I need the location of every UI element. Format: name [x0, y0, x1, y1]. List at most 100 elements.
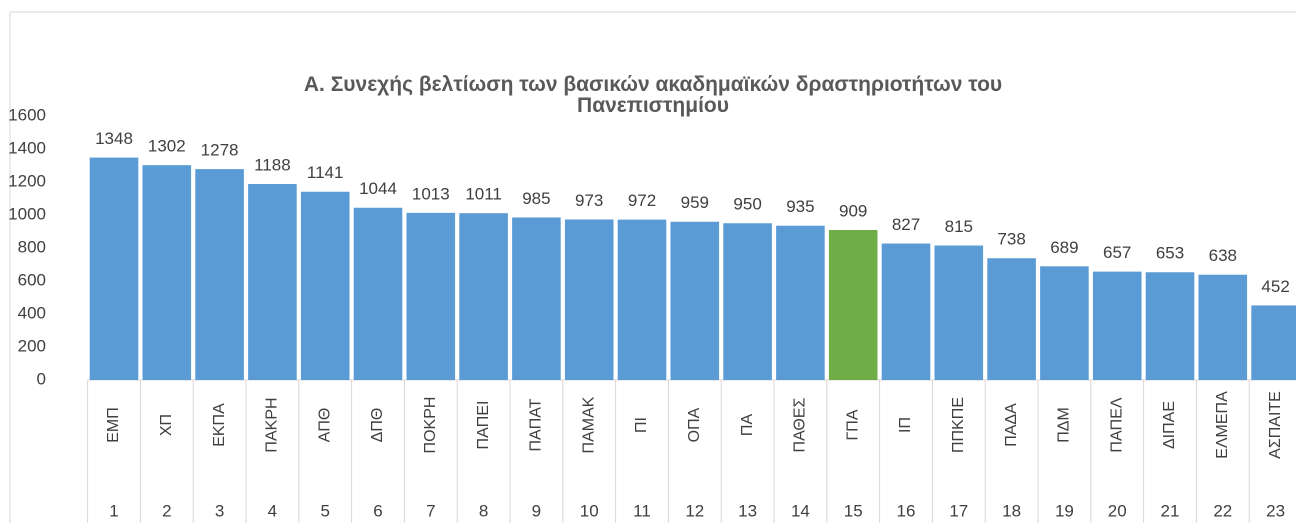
x-tick-number: 13	[738, 501, 757, 520]
x-tick-number: 23	[1266, 501, 1285, 520]
x-tick-label: ΠΑΠΕΛ	[1108, 397, 1125, 452]
data-label: 972	[628, 191, 656, 210]
x-tick-number: 3	[215, 501, 224, 520]
x-tick-number: 5	[320, 501, 329, 520]
y-tick-label: 1200	[8, 171, 46, 190]
x-tick-label: ΕΚΠΑ	[211, 403, 228, 447]
data-label: 689	[1050, 238, 1078, 257]
y-tick-label: 800	[18, 237, 46, 256]
x-tick-label: ΓΠΑ	[844, 409, 861, 440]
bar	[142, 165, 192, 380]
bar	[248, 183, 297, 380]
x-tick-label: ΠΑΘΕΣ	[792, 397, 809, 452]
bar	[723, 223, 772, 380]
x-tick-number: 21	[1161, 501, 1180, 520]
chart-title: Α. Συνεχής βελτίωση των βασικών ακαδημαϊ…	[304, 73, 1002, 117]
data-label: 657	[1103, 243, 1131, 262]
bar	[89, 157, 139, 380]
x-tick-number: 19	[1055, 501, 1074, 520]
x-tick-label: ΧΠ	[158, 414, 175, 436]
bar	[300, 191, 350, 380]
x-tick-label: ΠΑ	[739, 414, 756, 437]
bar	[934, 245, 984, 380]
data-label: 638	[1209, 246, 1237, 265]
x-tick-label: ΠΑΠΕΙ	[475, 401, 492, 450]
x-tick-label: ΠΟΚΡΗ	[422, 397, 439, 454]
data-label: 738	[997, 230, 1025, 249]
y-tick-label: 400	[18, 303, 46, 322]
x-tick-number: 17	[949, 501, 968, 520]
data-label: 985	[522, 189, 550, 208]
y-tick-label: 1000	[8, 204, 46, 223]
x-tick-number: 8	[479, 501, 488, 520]
data-label: 959	[681, 193, 709, 212]
bar	[459, 213, 508, 380]
x-tick-label: ΠΠΚΠΕ	[950, 397, 967, 453]
bar	[828, 230, 878, 380]
y-tick-label: 600	[18, 270, 46, 289]
bar	[1040, 266, 1089, 380]
x-tick-label: ΕΜΠ	[105, 407, 122, 443]
data-label: 1044	[359, 179, 397, 198]
y-tick-label: 1600	[8, 105, 46, 124]
x-tick-label: ΑΣΠΑΙΤΕ	[1267, 391, 1284, 459]
x-tick-label: ΕΛΜΕΠΑ	[1214, 391, 1231, 459]
bar	[353, 207, 403, 380]
y-tick-label: 0	[37, 369, 46, 388]
y-tick-label: 1400	[8, 138, 46, 157]
x-tick-number: 14	[791, 501, 810, 520]
bar	[617, 219, 667, 380]
x-tick-number: 15	[844, 501, 863, 520]
bar	[1198, 274, 1248, 380]
x-tick-label: ΠΔΜ	[1056, 407, 1073, 443]
bar	[776, 225, 825, 380]
data-label: 973	[575, 191, 603, 210]
bar	[406, 212, 456, 380]
x-tick-label: ΠΑΠΑΤ	[528, 398, 545, 451]
x-tick-number: 18	[1002, 501, 1021, 520]
x-tick-label: ΠΑΔΑ	[1003, 403, 1020, 447]
data-label: 815	[945, 217, 973, 236]
x-tick-label: ΠΑΜΑΚ	[580, 396, 597, 453]
x-tick-number: 12	[685, 501, 704, 520]
x-tick-label: ΑΠΘ	[316, 408, 333, 443]
data-label: 909	[839, 201, 867, 220]
x-tick-label: ΔΠΘ	[369, 408, 386, 443]
bar	[1145, 272, 1195, 380]
x-tick-label: ΟΠΑ	[686, 407, 703, 442]
data-label: 1278	[201, 141, 239, 160]
bar	[512, 217, 561, 380]
bar	[881, 243, 931, 380]
x-tick-number: 1	[109, 501, 118, 520]
data-label: 1013	[412, 184, 450, 203]
data-label: 935	[786, 197, 814, 216]
bar	[1251, 305, 1296, 380]
x-tick-number: 10	[580, 501, 599, 520]
bar	[1092, 271, 1142, 380]
x-tick-number: 7	[426, 501, 435, 520]
x-tick-label: ΔΙΠΑΕ	[1161, 401, 1178, 449]
bar	[195, 169, 244, 380]
x-tick-number: 2	[162, 501, 171, 520]
x-tick-number: 20	[1108, 501, 1127, 520]
x-tick-label: ΙΠ	[897, 417, 914, 433]
data-label: 1302	[148, 137, 186, 156]
x-tick-label: ΠΑΚΡΗ	[264, 397, 281, 452]
data-label: 1141	[307, 163, 344, 182]
chart-border	[9, 11, 1296, 523]
data-label: 827	[892, 215, 920, 234]
x-tick-number: 22	[1213, 501, 1232, 520]
data-label: 950	[733, 195, 761, 214]
x-tick-number: 16	[897, 501, 916, 520]
x-tick-number: 9	[532, 501, 541, 520]
x-tick-number: 11	[633, 501, 651, 520]
data-label: 653	[1156, 244, 1184, 263]
x-tick-number: 4	[268, 501, 277, 520]
data-label: 1348	[95, 129, 133, 148]
bar	[564, 219, 614, 380]
data-label: 452	[1261, 277, 1289, 296]
y-tick-label: 200	[18, 336, 46, 355]
data-label: 1011	[465, 185, 502, 204]
bar	[670, 221, 720, 380]
